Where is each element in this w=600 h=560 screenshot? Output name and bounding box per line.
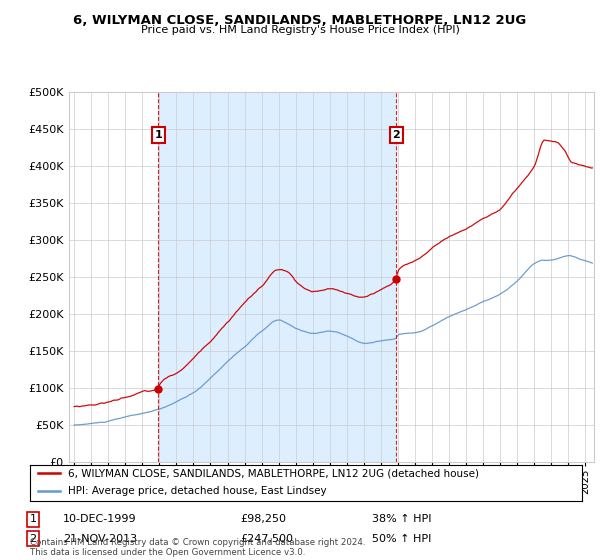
Text: 1: 1: [29, 514, 37, 524]
Text: 6, WILYMAN CLOSE, SANDILANDS, MABLETHORPE, LN12 2UG: 6, WILYMAN CLOSE, SANDILANDS, MABLETHORP…: [73, 14, 527, 27]
Text: 21-NOV-2013: 21-NOV-2013: [63, 534, 137, 544]
Text: 6, WILYMAN CLOSE, SANDILANDS, MABLETHORPE, LN12 2UG (detached house): 6, WILYMAN CLOSE, SANDILANDS, MABLETHORP…: [68, 468, 479, 478]
Text: Contains HM Land Registry data © Crown copyright and database right 2024.
This d: Contains HM Land Registry data © Crown c…: [30, 538, 365, 557]
Text: HPI: Average price, detached house, East Lindsey: HPI: Average price, detached house, East…: [68, 487, 326, 496]
Text: £98,250: £98,250: [240, 514, 286, 524]
Bar: [158, 92, 396, 462]
Text: £247,500: £247,500: [240, 534, 293, 544]
Text: 38% ↑ HPI: 38% ↑ HPI: [372, 514, 431, 524]
Text: 2: 2: [29, 534, 37, 544]
Text: 10-DEC-1999: 10-DEC-1999: [63, 514, 137, 524]
Text: 50% ↑ HPI: 50% ↑ HPI: [372, 534, 431, 544]
Text: Price paid vs. HM Land Registry's House Price Index (HPI): Price paid vs. HM Land Registry's House …: [140, 25, 460, 35]
Text: 1: 1: [155, 130, 163, 140]
Text: 2: 2: [392, 130, 400, 140]
